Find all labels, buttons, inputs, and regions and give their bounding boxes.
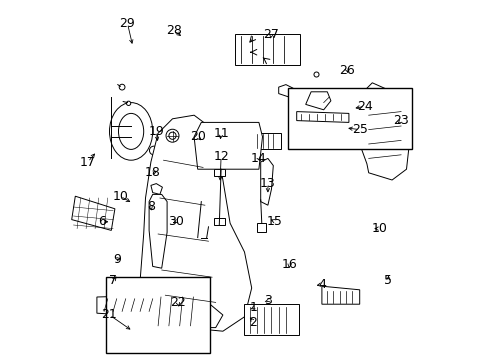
Text: 2: 2 <box>249 316 257 329</box>
FancyBboxPatch shape <box>106 277 210 353</box>
Polygon shape <box>140 115 251 331</box>
Polygon shape <box>278 85 292 97</box>
Text: 23: 23 <box>392 114 408 127</box>
Circle shape <box>149 146 158 155</box>
Polygon shape <box>305 92 330 110</box>
FancyBboxPatch shape <box>213 169 224 176</box>
Circle shape <box>126 101 130 105</box>
Polygon shape <box>97 295 163 317</box>
Polygon shape <box>260 158 273 205</box>
Polygon shape <box>296 112 348 122</box>
FancyBboxPatch shape <box>244 304 298 335</box>
Text: 27: 27 <box>263 28 279 41</box>
Text: 9: 9 <box>113 253 121 266</box>
Text: 10: 10 <box>112 190 128 203</box>
Ellipse shape <box>118 113 143 149</box>
Circle shape <box>313 72 318 77</box>
Polygon shape <box>357 83 409 180</box>
Polygon shape <box>321 286 359 304</box>
Polygon shape <box>151 293 223 328</box>
Text: 1: 1 <box>249 301 257 314</box>
Text: 22: 22 <box>170 296 185 309</box>
FancyBboxPatch shape <box>213 218 224 225</box>
FancyBboxPatch shape <box>235 34 300 65</box>
Text: 4: 4 <box>317 278 325 291</box>
FancyBboxPatch shape <box>257 223 265 232</box>
Text: 8: 8 <box>146 201 155 213</box>
Text: 29: 29 <box>120 17 135 30</box>
Text: 15: 15 <box>266 215 283 228</box>
FancyBboxPatch shape <box>287 88 411 149</box>
Text: 26: 26 <box>339 64 354 77</box>
Text: 10: 10 <box>371 222 386 235</box>
Text: 11: 11 <box>213 127 228 140</box>
Polygon shape <box>72 196 115 230</box>
Text: 14: 14 <box>250 152 266 165</box>
Text: 18: 18 <box>144 166 161 179</box>
Text: 21: 21 <box>102 309 117 321</box>
Circle shape <box>119 84 125 90</box>
Circle shape <box>166 129 179 142</box>
Text: 30: 30 <box>168 215 183 228</box>
Text: 16: 16 <box>281 258 297 271</box>
Text: 13: 13 <box>260 177 275 190</box>
Circle shape <box>168 132 176 139</box>
Text: 7: 7 <box>109 274 117 287</box>
Text: 28: 28 <box>166 24 182 37</box>
Text: 17: 17 <box>80 156 96 168</box>
Text: 20: 20 <box>189 130 205 143</box>
Text: 24: 24 <box>357 100 372 113</box>
FancyBboxPatch shape <box>253 133 280 149</box>
Text: 6: 6 <box>98 215 106 228</box>
Text: 5: 5 <box>384 274 392 287</box>
Polygon shape <box>151 184 162 194</box>
Polygon shape <box>194 122 262 169</box>
Text: 3: 3 <box>264 294 271 307</box>
Text: 19: 19 <box>148 125 164 138</box>
Text: 25: 25 <box>351 123 367 136</box>
Text: 12: 12 <box>213 150 228 163</box>
Ellipse shape <box>109 103 152 160</box>
Polygon shape <box>149 194 167 268</box>
